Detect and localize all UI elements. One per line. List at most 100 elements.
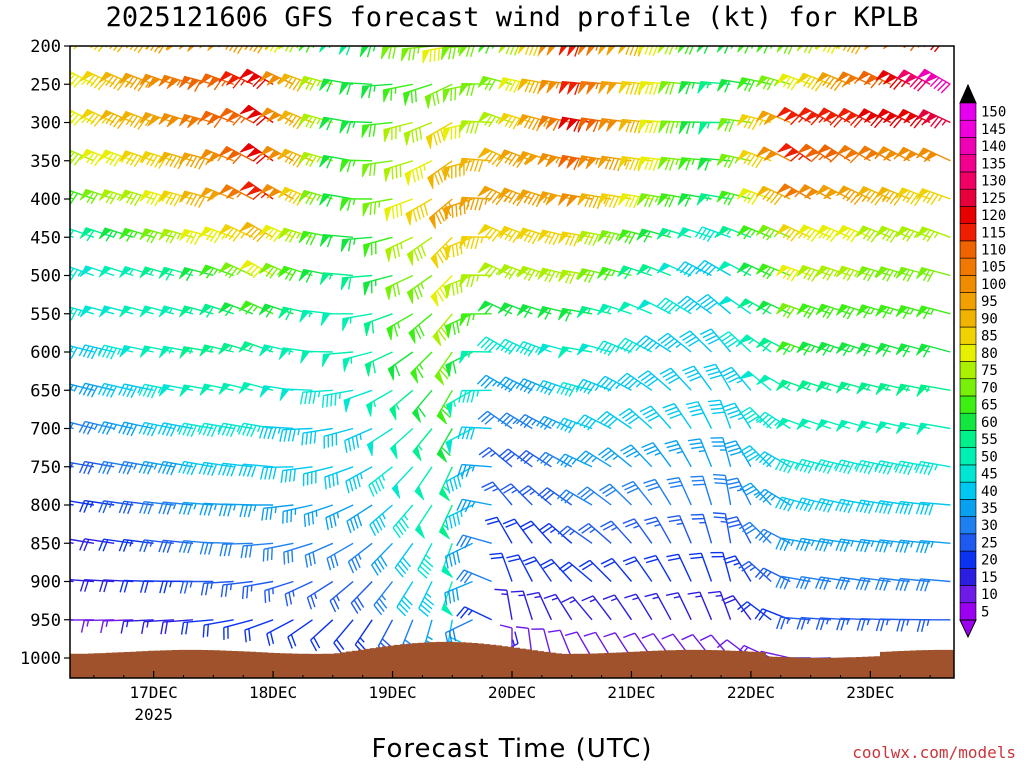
wind-barb	[754, 608, 791, 621]
wind-barb	[815, 303, 851, 320]
wind-barb	[139, 46, 175, 54]
wind-barb	[259, 385, 294, 398]
wind-barb	[262, 542, 294, 562]
wind-barb	[239, 68, 274, 90]
wind-barb	[303, 504, 334, 528]
wind-barb	[895, 500, 931, 515]
wind-barb	[217, 462, 253, 477]
wind-barb	[736, 149, 772, 169]
wind-barb	[383, 121, 413, 143]
x-tick-label: 19DEC	[368, 683, 416, 702]
wind-barb	[179, 267, 214, 282]
wind-barb	[556, 489, 593, 506]
wind-barb	[78, 382, 115, 398]
wind-barb	[657, 332, 692, 353]
wind-barb	[835, 419, 871, 432]
wind-barb	[737, 298, 772, 315]
wind-barb	[637, 80, 671, 96]
wind-barb	[895, 383, 931, 396]
wind-barb	[105, 46, 134, 53]
wind-barb	[199, 187, 234, 202]
wind-barb	[621, 480, 653, 506]
wind-barb	[617, 193, 652, 209]
wind-barb	[538, 79, 572, 94]
wind-barb	[874, 500, 910, 515]
wind-barb	[365, 389, 393, 417]
wind-barb	[666, 553, 692, 582]
wind-barb	[622, 556, 653, 582]
wind-barb	[597, 46, 632, 56]
wind-barb	[676, 261, 712, 278]
wind-barb	[815, 617, 851, 631]
wind-barb	[875, 266, 910, 282]
colorbar-segment	[959, 343, 977, 362]
wind-barb	[438, 466, 453, 502]
wind-barb	[457, 463, 492, 478]
y-tick-label: 500	[30, 267, 61, 287]
wind-barb	[414, 466, 433, 501]
wind-barb	[218, 503, 253, 517]
wind-barb	[259, 466, 294, 480]
wind-barb	[387, 351, 414, 381]
wind-barb	[158, 305, 194, 318]
wind-barb	[178, 422, 214, 438]
wind-barb	[98, 538, 134, 552]
wind-barb	[298, 151, 333, 167]
plot-frame	[69, 45, 955, 679]
wind-barb	[363, 236, 393, 258]
wind-barb	[442, 121, 473, 142]
wind-barb	[306, 580, 334, 610]
wind-barb	[835, 538, 871, 553]
source-credit[interactable]: coolwx.com/models	[852, 743, 1016, 762]
wind-barb	[710, 551, 732, 582]
colorbar-segment	[959, 447, 977, 466]
wind-barb	[283, 542, 313, 565]
wind-barb	[536, 415, 572, 430]
wind-barb	[835, 498, 871, 514]
wind-barb	[875, 382, 910, 396]
wind-barb	[403, 121, 433, 146]
wind-barb	[677, 295, 712, 315]
wind-barb	[100, 619, 134, 634]
wind-barb	[360, 83, 393, 99]
wind-barb	[636, 335, 672, 353]
wind-barb	[70, 619, 94, 621]
wind-barb	[458, 196, 492, 211]
wind-barb	[119, 189, 154, 207]
wind-barb	[596, 375, 632, 392]
colorbar-label: 70	[981, 380, 998, 396]
wind-barb	[444, 274, 473, 299]
wind-barb	[561, 596, 593, 621]
wind-barb	[408, 313, 433, 344]
wind-barb	[856, 420, 891, 433]
colorbar-label: 150	[981, 105, 1006, 121]
wind-barb	[298, 46, 333, 53]
wind-barb	[685, 401, 713, 429]
wind-barb	[618, 408, 653, 430]
colorbar-segment	[959, 275, 977, 293]
wind-barb	[915, 539, 951, 554]
wind-barb	[657, 193, 692, 208]
wind-barb	[922, 46, 951, 53]
wind-barb	[436, 389, 453, 425]
wind-barb	[98, 500, 134, 514]
wind-barb	[180, 619, 214, 635]
wind-barb	[158, 501, 194, 515]
wind-barb	[796, 46, 832, 54]
wind-barb	[617, 372, 653, 391]
wind-barb	[278, 227, 313, 243]
wind-barb	[489, 552, 513, 582]
colorbar-segment	[959, 309, 977, 328]
wind-barb	[199, 383, 234, 396]
wind-barb	[576, 268, 612, 283]
wind-barb	[874, 577, 910, 591]
wind-barb	[354, 619, 373, 655]
wind-barb	[577, 230, 612, 247]
wind-barb	[915, 460, 951, 476]
wind-barb	[300, 350, 333, 364]
wind-barb	[339, 159, 373, 173]
colorbar-segment	[959, 206, 977, 224]
wind-barb	[278, 148, 313, 168]
colorbar-label: 45	[981, 467, 998, 483]
wind-barb	[458, 157, 492, 173]
